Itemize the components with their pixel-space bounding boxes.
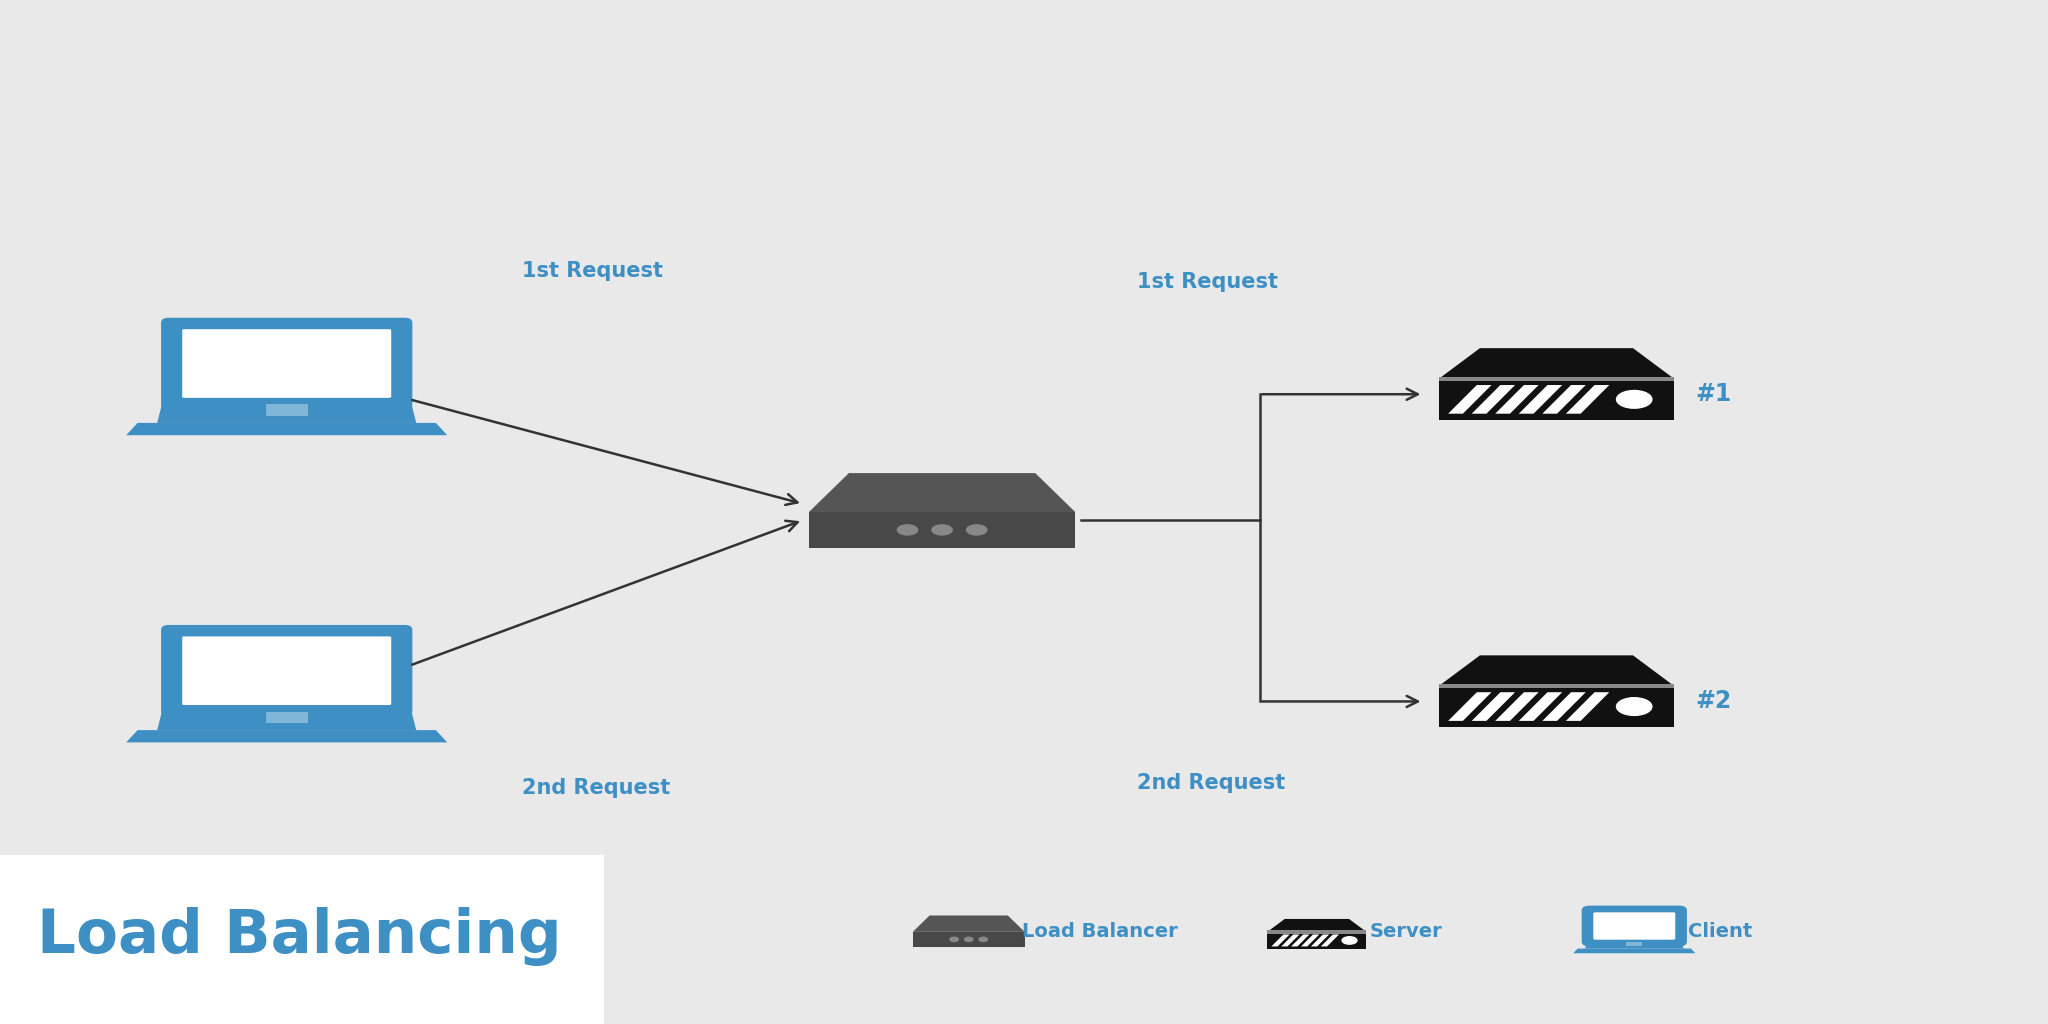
Text: Client: Client — [1688, 923, 1751, 941]
Circle shape — [1616, 390, 1653, 409]
Text: Server: Server — [1370, 923, 1444, 941]
FancyBboxPatch shape — [182, 329, 391, 398]
Bar — [1438, 379, 1675, 420]
Bar — [266, 404, 307, 416]
Text: 1st Request: 1st Request — [522, 261, 664, 282]
Polygon shape — [913, 915, 1024, 932]
Bar — [1626, 942, 1642, 946]
Circle shape — [967, 525, 987, 535]
Polygon shape — [1311, 935, 1329, 946]
Bar — [0, 855, 604, 1024]
Bar — [913, 932, 1024, 947]
Polygon shape — [158, 404, 416, 423]
Polygon shape — [1268, 919, 1366, 932]
FancyBboxPatch shape — [1593, 912, 1675, 940]
Bar — [1438, 686, 1675, 727]
Polygon shape — [1573, 948, 1696, 953]
Polygon shape — [1542, 385, 1585, 414]
Polygon shape — [158, 712, 416, 730]
Circle shape — [932, 525, 952, 535]
Bar — [266, 712, 307, 723]
Circle shape — [1341, 937, 1358, 944]
Polygon shape — [1585, 942, 1683, 948]
FancyBboxPatch shape — [164, 627, 410, 715]
Polygon shape — [1520, 385, 1563, 414]
Polygon shape — [1272, 935, 1290, 946]
Polygon shape — [1542, 692, 1585, 721]
Polygon shape — [1473, 692, 1516, 721]
Text: #1: #1 — [1696, 382, 1733, 407]
Polygon shape — [1567, 385, 1610, 414]
Polygon shape — [1438, 348, 1675, 379]
Text: 1st Request: 1st Request — [1137, 271, 1278, 292]
Polygon shape — [1448, 385, 1491, 414]
Polygon shape — [1495, 385, 1538, 414]
Circle shape — [950, 937, 958, 941]
FancyBboxPatch shape — [164, 319, 410, 408]
Text: 2nd Request: 2nd Request — [522, 778, 670, 799]
Circle shape — [1616, 697, 1653, 716]
Bar — [1438, 684, 1675, 688]
Circle shape — [897, 525, 918, 535]
Bar — [1268, 932, 1366, 949]
Polygon shape — [1282, 935, 1300, 946]
Text: Load Balancer: Load Balancer — [1022, 923, 1178, 941]
Text: Load Balancing: Load Balancing — [37, 907, 561, 967]
Polygon shape — [1520, 692, 1563, 721]
Polygon shape — [1567, 692, 1610, 721]
FancyBboxPatch shape — [1583, 907, 1686, 944]
Text: #2: #2 — [1696, 689, 1733, 714]
Polygon shape — [1321, 935, 1339, 946]
Polygon shape — [809, 473, 1075, 512]
Polygon shape — [1300, 935, 1319, 946]
Bar — [809, 512, 1075, 548]
Polygon shape — [1290, 935, 1309, 946]
Circle shape — [965, 937, 973, 941]
Text: 2nd Request: 2nd Request — [1137, 773, 1284, 794]
Bar — [1438, 377, 1675, 381]
Polygon shape — [1448, 692, 1491, 721]
Circle shape — [979, 937, 987, 941]
Bar — [1268, 930, 1366, 934]
Polygon shape — [1438, 655, 1675, 686]
Polygon shape — [127, 730, 446, 742]
Polygon shape — [1495, 692, 1538, 721]
Polygon shape — [127, 423, 446, 435]
FancyBboxPatch shape — [182, 636, 391, 706]
Polygon shape — [1473, 385, 1516, 414]
